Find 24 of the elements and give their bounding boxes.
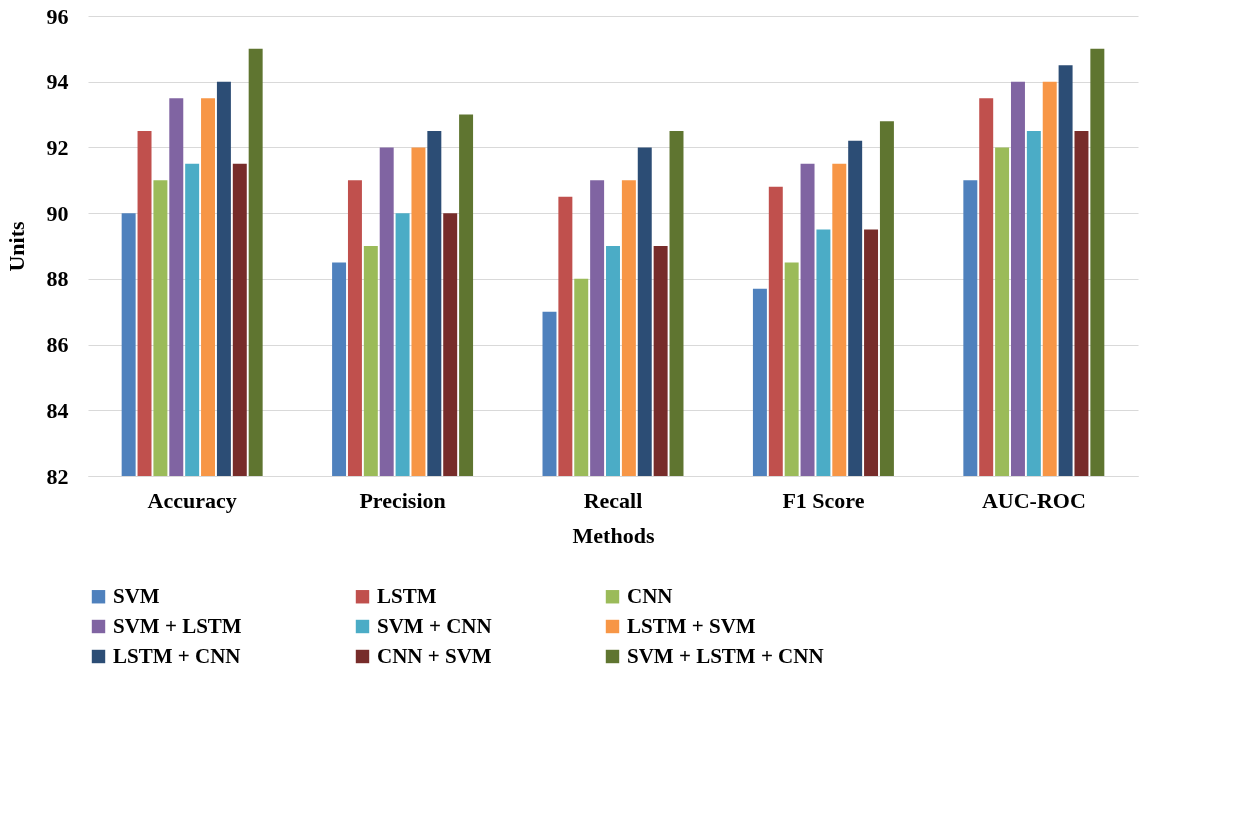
legend-label: LSTM + CNN <box>113 643 241 668</box>
y-tick-label: 84 <box>46 397 69 423</box>
legend-label: LSTM <box>377 583 437 608</box>
y-tick-label: 96 <box>46 3 69 29</box>
legend-label: SVM + CNN <box>377 613 492 638</box>
legend-label: SVM + LSTM + CNN <box>627 643 824 668</box>
legend-label: SVM <box>113 583 160 608</box>
y-tick-label: 82 <box>46 463 69 489</box>
y-tick-label: 94 <box>46 69 69 95</box>
x-tick-label: F1 Score <box>782 487 865 513</box>
legend-label: SVM + LSTM <box>113 613 242 638</box>
y-tick-label: 90 <box>46 200 69 226</box>
x-tick-label: Recall <box>583 487 643 513</box>
y-tick-label: 86 <box>46 332 69 358</box>
x-tick-label: AUC-ROC <box>981 487 1086 513</box>
legend-label: CNN + SVM <box>377 643 492 668</box>
y-axis-title: Units <box>3 221 29 272</box>
legend-label: CNN <box>627 583 673 608</box>
x-axis-title: Methods <box>572 522 655 548</box>
x-tick-label: Accuracy <box>147 487 237 513</box>
legend-label: LSTM + SVM <box>627 613 756 638</box>
y-tick-label: 88 <box>46 266 69 292</box>
x-tick-label: Precision <box>359 487 446 513</box>
y-tick-label: 92 <box>46 134 69 160</box>
